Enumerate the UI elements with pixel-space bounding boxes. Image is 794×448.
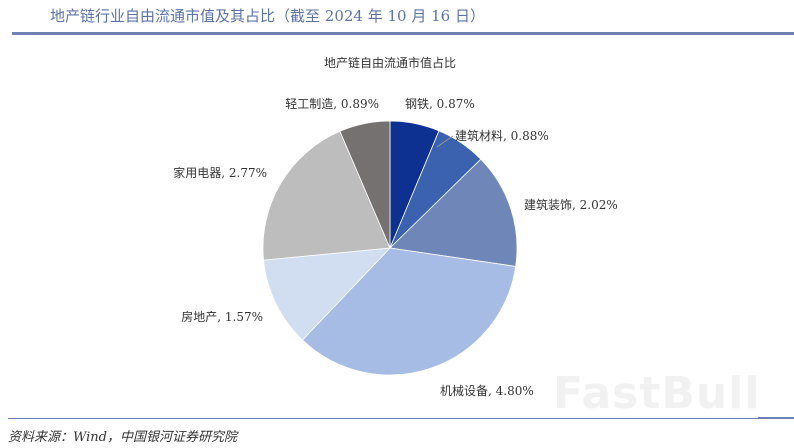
data-label-1: 建筑材料, 0.88% bbox=[455, 128, 549, 143]
data-label-2: 建筑装饰, 2.02% bbox=[524, 197, 618, 212]
footer-divider-accent bbox=[758, 417, 794, 419]
footer-divider bbox=[8, 418, 794, 419]
source-note: 资料来源：Wind，中国银河证券研究院 bbox=[8, 430, 237, 445]
data-label-6: 轻工制造, 0.89% bbox=[285, 97, 379, 111]
watermark: FastBull bbox=[553, 368, 761, 419]
data-label-0: 钢铁, 0.87% bbox=[405, 97, 475, 111]
pie-labels: 钢铁, 0.87% 建筑材料, 0.88% 建筑装饰, 2.02% 机械设备, 4.8… bbox=[173, 97, 618, 398]
pie-slices bbox=[262, 120, 518, 376]
leader-line bbox=[436, 135, 454, 148]
pie-slice-3 bbox=[301, 247, 517, 376]
data-label-5: 家用电器, 2.77% bbox=[173, 165, 267, 180]
title-divider bbox=[12, 32, 794, 35]
data-label-3: 机械设备, 4.80% bbox=[440, 383, 534, 398]
pie-slice-4 bbox=[263, 247, 392, 341]
pie-slice-6 bbox=[339, 120, 391, 249]
pie-slice-5 bbox=[262, 130, 391, 261]
chart-title: 地产链自由流通市值占比 bbox=[324, 55, 456, 70]
page-title: 地产链行业自由流通市值及其占比（截至 2024 年 10 月 16 日） bbox=[50, 7, 485, 25]
pie-slice-2 bbox=[389, 158, 518, 267]
data-label-4: 房地产, 1.57% bbox=[181, 309, 263, 324]
